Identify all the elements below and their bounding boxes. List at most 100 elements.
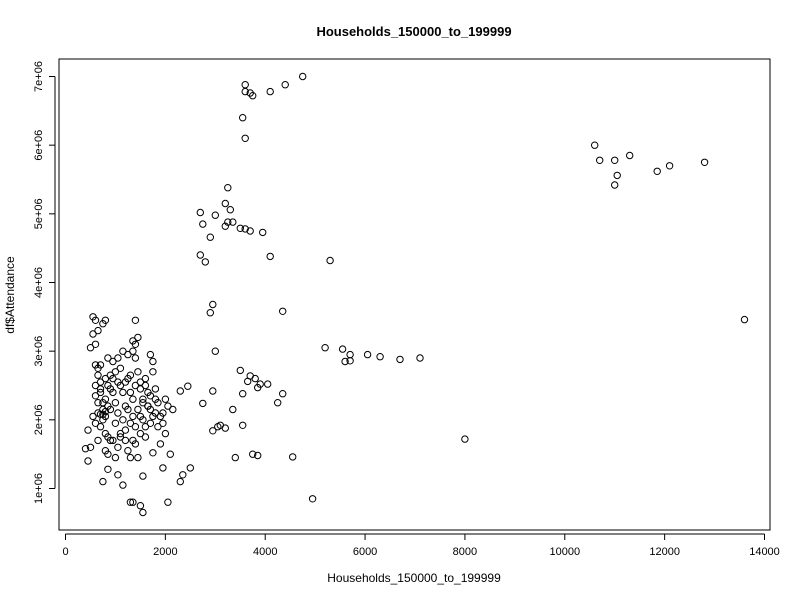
data-point — [216, 421, 225, 429]
data-point — [109, 436, 117, 445]
data-point — [196, 208, 205, 217]
data-point — [338, 345, 347, 353]
data-point — [211, 211, 220, 219]
data-point — [279, 307, 287, 315]
data-point — [104, 402, 112, 410]
data-point — [94, 371, 102, 379]
data-point — [129, 337, 137, 345]
data-point — [266, 87, 274, 96]
data-point — [321, 344, 329, 352]
data-point — [81, 445, 90, 453]
data-point — [121, 378, 130, 386]
data-point — [89, 330, 97, 338]
data-point — [129, 498, 137, 506]
x-axis: 0 2000 4000 6000 8000 10000 12000 14000 — [62, 533, 780, 558]
data-point — [149, 368, 157, 376]
x-tick-label: 8000 — [453, 546, 477, 558]
data-point — [146, 350, 155, 359]
y-tick-label: 7e+06 — [33, 61, 45, 92]
data-point — [131, 423, 140, 431]
data-point — [254, 383, 262, 392]
data-point — [151, 409, 160, 417]
data-point — [114, 409, 122, 417]
chart-title: Households_150000_to_199999 — [316, 24, 511, 39]
data-point — [231, 453, 240, 462]
x-axis-label: Households_150000_to_199999 — [327, 571, 501, 585]
data-point — [114, 354, 122, 362]
data-point — [221, 199, 230, 208]
data-point — [84, 457, 92, 465]
data-point — [169, 405, 177, 414]
data-point — [139, 508, 147, 517]
data-point — [111, 453, 120, 462]
data-point — [274, 399, 282, 407]
data-point — [134, 405, 142, 414]
data-point — [239, 390, 247, 398]
data-point — [141, 433, 150, 441]
data-point — [396, 355, 404, 364]
data-point — [611, 156, 619, 165]
data-point — [146, 419, 155, 427]
data-point — [239, 421, 247, 429]
data-point — [159, 464, 167, 472]
data-point — [126, 453, 135, 462]
data-point — [124, 350, 132, 359]
data-point — [104, 465, 112, 473]
data-point — [196, 251, 205, 259]
data-point — [91, 381, 100, 390]
data-point — [114, 443, 122, 451]
data-point — [229, 405, 237, 414]
data-point — [136, 502, 145, 510]
data-point — [111, 419, 120, 427]
data-point — [653, 167, 661, 176]
data-point — [129, 395, 137, 403]
data-point — [104, 354, 112, 362]
data-point — [326, 256, 334, 265]
data-point — [124, 405, 132, 414]
data-point — [251, 374, 259, 383]
data-point — [289, 453, 297, 461]
data-point — [164, 498, 172, 506]
data-point — [121, 436, 130, 445]
data-point — [84, 426, 92, 434]
y-tick-label: 1e+06 — [33, 473, 45, 504]
data-point — [244, 377, 252, 386]
data-point — [106, 385, 115, 393]
data-point — [164, 402, 172, 410]
data-point — [121, 426, 130, 434]
data-point — [111, 399, 120, 407]
data-point — [139, 399, 147, 407]
data-point — [264, 380, 272, 388]
data-point — [159, 419, 167, 427]
data-point — [116, 364, 125, 372]
data-point — [229, 218, 237, 226]
data-point — [224, 218, 232, 226]
data-point — [249, 92, 257, 100]
data-point — [346, 357, 354, 365]
data-point — [99, 477, 107, 486]
data-point — [129, 412, 137, 421]
data-point — [106, 436, 115, 445]
data-point — [700, 158, 709, 167]
data-point — [209, 387, 217, 395]
data-point — [114, 471, 122, 479]
data-point — [254, 451, 262, 460]
data-point — [308, 495, 317, 503]
x-tick-label: 10000 — [549, 546, 580, 558]
data-point — [119, 347, 127, 355]
data-point — [221, 222, 230, 230]
data-points — [81, 72, 749, 517]
data-point — [186, 464, 195, 472]
data-point — [126, 419, 135, 427]
data-point — [199, 220, 207, 228]
y-tick-label: 3e+06 — [33, 336, 45, 367]
data-point — [109, 357, 117, 366]
data-point — [241, 87, 249, 96]
data-point — [665, 162, 674, 170]
data-point — [94, 399, 102, 407]
data-point — [239, 114, 247, 122]
data-point — [206, 233, 215, 241]
data-point — [126, 388, 135, 397]
data-point — [236, 366, 245, 375]
data-point — [136, 412, 145, 421]
